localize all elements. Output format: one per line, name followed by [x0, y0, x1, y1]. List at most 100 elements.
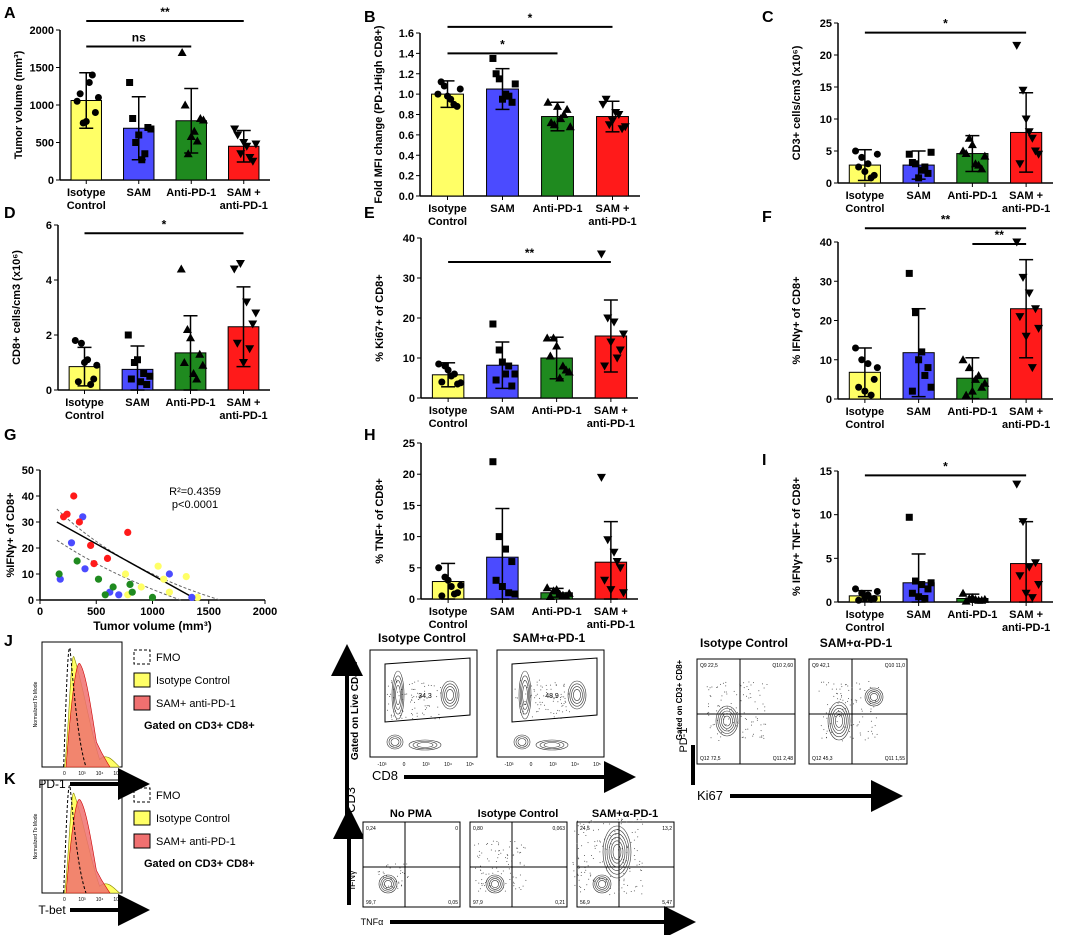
event-dot	[378, 873, 380, 875]
event-dot	[496, 867, 498, 869]
contour-line	[521, 680, 529, 710]
category-label: anti-PD-1	[588, 216, 636, 228]
event-dot	[724, 691, 726, 693]
plot-frame	[362, 821, 461, 908]
y-tick-label: 20	[820, 50, 832, 62]
legend-swatch	[133, 810, 151, 826]
quadrant-value: Q10 11,0	[885, 663, 905, 669]
event-dot	[578, 865, 580, 867]
event-dot	[835, 688, 837, 690]
data-point	[186, 333, 195, 342]
scatter-point	[60, 513, 68, 521]
y-axis-label: % Ki67+ of CD8+	[374, 274, 386, 361]
event-dot	[398, 881, 400, 883]
event-dot	[620, 823, 622, 825]
event-dot	[424, 708, 426, 710]
data-point	[870, 375, 878, 383]
event-dot	[417, 680, 419, 682]
event-dot	[854, 699, 856, 701]
y-tick-label: 0.8	[399, 110, 414, 122]
event-dot	[825, 712, 827, 714]
y-tick-label: 1.4	[399, 48, 415, 60]
x-tick-label: 10⁴	[444, 762, 452, 768]
quadrant-value: 0,24	[366, 826, 376, 832]
event-dot	[619, 821, 621, 823]
event-dot	[752, 733, 754, 735]
event-dot	[591, 854, 593, 856]
event-dot	[837, 698, 839, 700]
panel-label: C	[762, 9, 774, 26]
data-point	[615, 564, 625, 573]
event-dot	[422, 712, 424, 714]
event-dot	[587, 865, 589, 867]
contour-line	[519, 675, 531, 715]
y-tick-label: 4	[46, 275, 53, 287]
event-dot	[829, 708, 831, 710]
event-dot	[869, 686, 871, 688]
data-point	[236, 150, 246, 159]
data-point	[974, 160, 984, 169]
category-label: Anti-PD-1	[532, 405, 582, 417]
event-dot	[642, 823, 644, 825]
panel-label: A	[4, 5, 16, 22]
chart-panel-C: C 0 5 10 15 20 25 CD3+ cells/cm3 (x10⁶) IsotypeC…	[762, 9, 1053, 215]
event-dot	[414, 681, 416, 683]
contour-line	[827, 701, 851, 741]
event-dot	[830, 723, 832, 725]
event-dot	[837, 693, 839, 695]
y-tick-label: 2000	[30, 25, 54, 37]
plot-title: No PMA	[390, 808, 432, 820]
event-dot	[519, 852, 521, 854]
event-dot	[577, 848, 579, 850]
y-axis-label: IFNγ	[347, 870, 357, 889]
event-dot	[392, 887, 394, 889]
event-dot	[565, 706, 567, 708]
event-dot	[579, 823, 581, 825]
event-dot	[407, 876, 409, 878]
y-tick-label: 5	[409, 563, 415, 575]
significance-label: *	[943, 459, 948, 473]
event-dot	[710, 725, 712, 727]
x-axis-label: Tumor volume (mm³)	[93, 619, 211, 633]
plot-title: SAM+α-PD-1	[513, 631, 586, 645]
event-dot	[399, 867, 401, 869]
event-dot	[710, 696, 712, 698]
quadrant-value: 0,05	[448, 900, 458, 906]
event-dot	[558, 717, 560, 719]
event-dot	[535, 695, 537, 697]
event-dot	[411, 694, 413, 696]
scatter-point	[193, 593, 202, 602]
data-point	[924, 364, 932, 372]
event-dot	[732, 722, 734, 724]
event-dot	[744, 737, 746, 739]
event-dot	[763, 723, 765, 725]
event-dot	[842, 699, 844, 701]
event-dot	[507, 854, 509, 856]
event-dot	[519, 861, 521, 863]
y-tick-label: 10	[820, 114, 832, 126]
contour-line	[573, 689, 581, 701]
event-dot	[541, 701, 543, 703]
category-label: Isotype	[67, 187, 106, 199]
event-dot	[584, 871, 586, 873]
event-dot	[839, 698, 841, 700]
contour-line	[592, 874, 612, 894]
event-dot	[820, 725, 822, 727]
event-dot	[398, 882, 400, 884]
contour-line	[395, 685, 401, 705]
y-tick-label: 20	[22, 543, 34, 555]
y-tick-label: 5	[826, 553, 832, 565]
y-axis-label: % TNF+ of CD8+	[374, 478, 386, 564]
event-dot	[514, 841, 516, 843]
data-point	[608, 117, 617, 126]
event-dot	[430, 716, 432, 718]
y-tick-label: 0	[48, 175, 54, 187]
event-dot	[485, 873, 487, 875]
data-point	[1034, 581, 1044, 590]
event-dot	[404, 693, 406, 695]
event-dot	[389, 867, 391, 869]
event-dot	[515, 877, 517, 879]
data-point	[1034, 150, 1044, 159]
event-dot	[481, 879, 483, 881]
event-dot	[599, 840, 601, 842]
